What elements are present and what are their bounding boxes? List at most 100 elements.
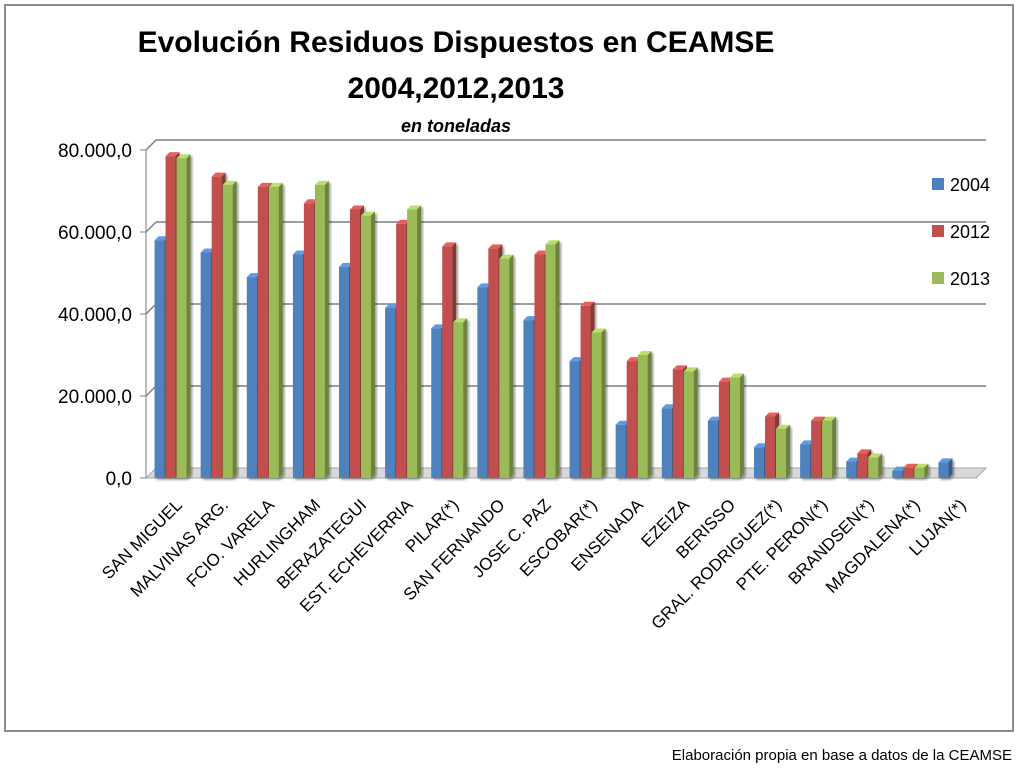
bars: [154, 152, 953, 479]
bar: [938, 458, 953, 478]
legend-item: 2012: [932, 222, 990, 242]
bar: [776, 424, 790, 478]
bar: [868, 453, 883, 478]
chart-frame: Evolución Residuos Dispuestos en CEAMSE …: [4, 4, 1014, 732]
chart-title-years: 2004,2012,2013: [348, 72, 565, 105]
bar-front: [339, 266, 349, 478]
bar-front: [591, 332, 602, 478]
bar-top: [857, 449, 872, 454]
bar-front: [499, 258, 510, 478]
bar-top: [765, 412, 779, 417]
y-tick-label: 40.000,0: [58, 305, 132, 326]
bar: [361, 211, 375, 478]
bar-top: [683, 367, 698, 372]
bar-top: [637, 351, 652, 355]
bar-top: [350, 205, 364, 210]
gridlines: [145, 139, 986, 397]
gridline: [145, 303, 157, 315]
bar-top: [453, 318, 468, 323]
bar-front: [707, 420, 718, 478]
bar-top: [938, 458, 953, 463]
bar-side: [924, 463, 929, 478]
bar-front: [431, 328, 442, 478]
bar-top: [396, 219, 411, 224]
bar-front: [385, 307, 396, 478]
bar-side: [509, 254, 514, 478]
bar-top: [257, 182, 272, 187]
bar-front: [407, 209, 418, 478]
bar-front: [488, 248, 499, 478]
y-tick-label: 60.000,0: [58, 223, 132, 244]
bar-top: [200, 248, 215, 253]
bar-side: [371, 211, 375, 478]
bar-top: [729, 373, 744, 378]
bar-front: [442, 246, 453, 478]
bar-top: [361, 211, 375, 216]
bar-side: [324, 180, 329, 478]
bar-front: [718, 381, 729, 478]
y-tick-label: 80.000,0: [58, 141, 132, 162]
bar-front: [350, 209, 360, 478]
bar-front: [729, 377, 740, 478]
bar: [545, 240, 560, 478]
bar-top: [914, 463, 929, 468]
bar-top: [303, 199, 318, 204]
bar-top: [292, 250, 307, 255]
bar-front: [154, 240, 165, 478]
bar-top: [165, 152, 180, 157]
bar-front: [580, 305, 591, 478]
bar-top: [477, 283, 492, 288]
bar: [222, 180, 237, 478]
bar-front: [903, 467, 914, 478]
bar-front: [453, 322, 464, 478]
bar-front: [776, 428, 786, 478]
bar-top: [822, 416, 837, 421]
bar-side: [878, 453, 883, 478]
bar-front: [672, 369, 683, 478]
bar-front: [477, 287, 488, 478]
bar-front: [811, 420, 822, 478]
gridline: [145, 139, 157, 151]
bar-front: [615, 424, 626, 478]
bar-side: [948, 458, 953, 478]
bar-top: [569, 357, 584, 362]
bar-front: [765, 416, 775, 478]
bar-top: [626, 357, 641, 362]
legend: 2004 2012 2013: [932, 175, 990, 289]
bar-side: [832, 416, 837, 478]
bar-top: [222, 180, 237, 185]
bar-top: [591, 328, 606, 333]
bar-top: [499, 254, 514, 259]
bar-front: [626, 361, 637, 478]
bar-front: [545, 244, 556, 478]
bar-side: [463, 318, 468, 478]
bar-front: [754, 447, 764, 478]
bar-top: [407, 205, 422, 210]
bar-front: [396, 223, 407, 478]
bar-top: [268, 182, 283, 187]
legend-swatch: [932, 178, 944, 190]
bar-front: [361, 215, 371, 478]
source-note: Elaboración propia en base a datos de la…: [671, 747, 1012, 764]
bar: [176, 154, 191, 478]
bar-top: [846, 457, 861, 462]
bar-top: [442, 242, 457, 247]
bar-side: [417, 205, 422, 478]
bar-top: [385, 303, 400, 308]
bar-top: [672, 365, 687, 370]
bar-front: [200, 252, 211, 478]
bar-top: [892, 466, 907, 471]
gridline: [145, 385, 157, 397]
bar: [591, 328, 606, 478]
bar-front: [822, 420, 833, 478]
bar: [314, 180, 329, 478]
bar-front: [303, 203, 314, 479]
legend-swatch: [932, 272, 944, 284]
bar-front: [292, 254, 303, 478]
chart-title: Evolución Residuos Dispuestos en CEAMSE: [138, 26, 775, 59]
bar-top: [431, 324, 446, 329]
bar-front: [637, 355, 648, 478]
legend-swatch: [932, 225, 944, 237]
legend-label: 2013: [950, 269, 990, 289]
bar-front: [222, 184, 233, 478]
